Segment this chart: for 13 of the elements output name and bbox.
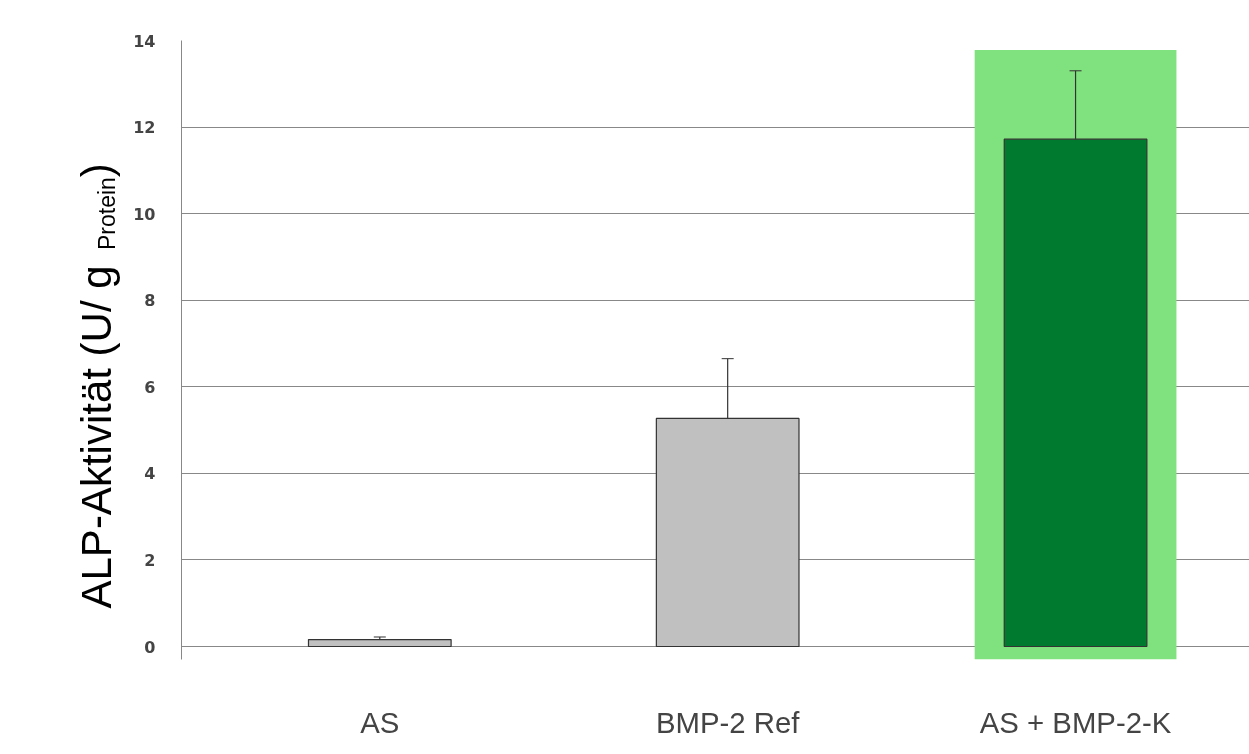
y-tick-label: 8	[144, 291, 156, 311]
y-tick-label: 10	[133, 204, 156, 224]
x-tick-label: BMP-2 Ref	[655, 705, 801, 739]
y-tick-label: 0	[144, 637, 156, 657]
y-tick-label: 12	[133, 118, 156, 138]
x-tick-label: AS + BMP-2-K	[979, 705, 1172, 739]
y-axis-title: ALP-Aktivität (U/ g Protein)	[73, 163, 120, 609]
bar	[307, 638, 452, 648]
y-tick-label: 4	[144, 464, 156, 484]
y-tick-label: 14	[133, 31, 156, 51]
y-tick-label: 6	[144, 377, 156, 397]
x-tick-label: AS	[360, 705, 400, 739]
y-tick-label: 2	[144, 550, 156, 570]
